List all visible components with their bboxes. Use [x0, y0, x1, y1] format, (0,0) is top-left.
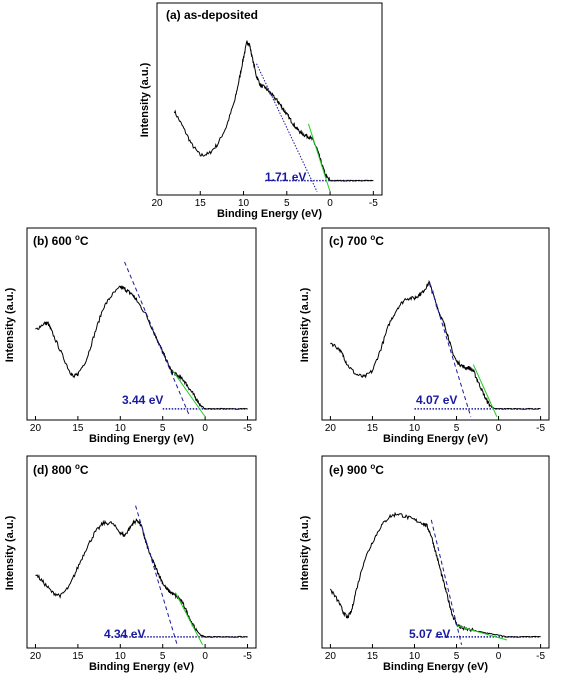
y-axis-label: Intensity (a.u.) [299, 515, 311, 590]
x-axis-label: Binding Energy (eV) [89, 433, 194, 445]
x-tick-label: 15 [72, 423, 84, 434]
spectrum-line [35, 518, 248, 638]
panel-title-degree: o [75, 233, 80, 242]
y-axis-label: Intensity (a.u.) [4, 287, 16, 362]
panel-title-text: (c) 700 [329, 234, 370, 248]
tail-fit-line [174, 592, 204, 645]
band-gap-label: 4.34 eV [104, 627, 145, 641]
x-tick-label: 0 [202, 423, 208, 434]
x-tick-label: 15 [195, 198, 207, 209]
x-tick-label: 20 [151, 198, 163, 209]
x-tick-label: 10 [115, 423, 127, 434]
panel-title-unit: C [80, 463, 89, 477]
x-tick-label: 0 [496, 423, 502, 434]
tail-fit-line [307, 123, 331, 192]
x-tick-label: -5 [536, 651, 545, 662]
x-axis-label: Binding Energy (eV) [383, 433, 488, 445]
tail-fit-line [456, 625, 508, 641]
plot-frame [156, 2, 383, 196]
x-tick-label: 5 [160, 651, 166, 662]
panel-title-degree: o [75, 462, 80, 471]
x-tick-label: 15 [72, 651, 84, 662]
panel-title: (a) as-deposited [166, 8, 258, 22]
x-tick-label: 20 [30, 423, 42, 434]
edge-fit-line [429, 282, 472, 417]
x-axis-label: Binding Energy (eV) [217, 208, 322, 220]
x-tick-label: 5 [454, 423, 460, 434]
x-tick-label: 5 [284, 198, 290, 209]
panel-title: (c) 700 oC [329, 233, 384, 248]
panel-title-unit: C [375, 463, 384, 477]
spectrum-line [330, 279, 541, 410]
plot-frame [321, 455, 550, 649]
edge-fit-line [135, 505, 178, 645]
x-axis-label: Binding Energy (eV) [383, 661, 488, 673]
band-gap-label: 5.07 eV [409, 627, 450, 641]
x-tick-label: 20 [30, 651, 42, 662]
tail-fit-line [472, 364, 498, 417]
plot-frame [321, 227, 550, 421]
x-axis-label: Binding Energy (eV) [89, 661, 194, 673]
x-tick-label: -5 [536, 423, 545, 434]
x-tick-label: 10 [238, 198, 250, 209]
panel-2: (c) 700 oC 20 15 10 5 0 -5 Binding Energy (eV) I… [299, 227, 550, 445]
band-gap-label: 1.71 eV [265, 170, 306, 184]
spectrum-line [329, 511, 541, 638]
x-tick-label: 15 [367, 423, 379, 434]
x-tick-label: 0 [327, 198, 333, 209]
panel-0: (a) as-deposited 20 15 10 5 0 -5 Binding Energy… [139, 2, 383, 220]
y-axis-label: Intensity (a.u.) [299, 287, 311, 362]
x-tick-label: 20 [325, 423, 337, 434]
y-axis-label: Intensity (a.u.) [139, 62, 151, 137]
panel-1: (b) 600 oC 20 15 10 5 0 -5 Binding Energy (eV) I… [4, 227, 257, 445]
panel-title-text: (a) as-deposited [166, 8, 258, 22]
x-tick-label: 20 [325, 651, 337, 662]
panel-title-text: (d) 800 [33, 463, 75, 477]
x-tick-label: 15 [367, 651, 379, 662]
panel-title-unit: C [80, 234, 89, 248]
plot-frame [26, 455, 257, 649]
panel-title-degree: o [370, 233, 375, 242]
edge-fit-line [430, 519, 463, 645]
panel-3: (d) 800 oC 20 15 10 5 0 -5 Binding Energy (eV) I… [4, 455, 257, 673]
band-gap-label: 3.44 eV [122, 393, 163, 407]
x-tick-label: -5 [243, 651, 252, 662]
x-tick-label: 0 [202, 651, 208, 662]
plot-frame [26, 227, 257, 421]
edge-fit-line [124, 261, 191, 417]
x-tick-label: 10 [115, 651, 127, 662]
panel-title: (b) 600 oC [33, 233, 89, 248]
panel-4: (e) 900 oC 20 15 10 5 0 -5 Binding Energy (eV) I… [299, 455, 550, 673]
x-tick-label: 10 [409, 651, 421, 662]
y-axis-label: Intensity (a.u.) [4, 515, 16, 590]
tail-fit-line [172, 370, 206, 418]
panel-title-unit: C [375, 234, 384, 248]
edge-fit-line [256, 63, 318, 192]
panel-title-text: (b) 600 [33, 234, 75, 248]
x-tick-label: 5 [160, 423, 166, 434]
x-tick-label: 10 [409, 423, 421, 434]
spectrum-line [35, 284, 248, 410]
x-tick-label: 5 [454, 651, 460, 662]
panel-title-text: (e) 900 [329, 463, 370, 477]
panel-title: (d) 800 oC [33, 462, 89, 477]
x-tick-label: -5 [369, 198, 378, 209]
x-tick-label: 0 [496, 651, 502, 662]
panel-title: (e) 900 oC [329, 462, 384, 477]
panel-title-degree: o [370, 462, 375, 471]
spectrum-line [173, 40, 374, 182]
x-tick-label: -5 [243, 423, 252, 434]
band-gap-label: 4.07 eV [416, 393, 457, 407]
